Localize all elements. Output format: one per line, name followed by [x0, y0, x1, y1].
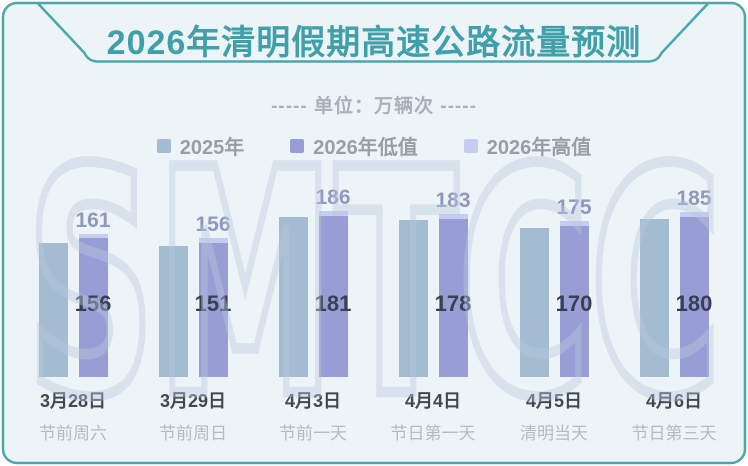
bar-group: 161 156 3月28日节前周六 — [13, 180, 133, 444]
legend-label: 2025年 — [179, 137, 245, 159]
bar-2026-high-cap — [318, 211, 348, 216]
low-value-label: 178 — [434, 291, 472, 316]
day-note-label: 节日第三天 — [631, 424, 717, 443]
day-note-label: 节前周六 — [39, 424, 107, 443]
bar-group: 185 180 4月6日节日第三天 — [614, 180, 734, 444]
legend-swatch-2025 — [156, 138, 171, 153]
high-value-label: 186 — [315, 186, 351, 210]
day-note-label: 节日第一天 — [390, 424, 476, 443]
bar-pair: 183 178 — [398, 180, 471, 377]
date-label: 4月5日 — [525, 391, 583, 411]
bar-group: 186 181 4月3日节前一天 — [253, 180, 373, 444]
day-note-label: 节前一天 — [279, 424, 347, 443]
day-note-label: 节前周日 — [159, 424, 227, 443]
bar-2026: 161 156 — [75, 210, 111, 377]
bar-2026: 186 181 — [315, 187, 351, 377]
legend-item-2025: 2025年 — [156, 131, 245, 160]
bar-2026-low — [679, 216, 709, 377]
bar-pair: 185 180 — [639, 180, 712, 377]
date-label: 3月29日 — [159, 391, 227, 411]
bar-2026-low — [78, 238, 108, 377]
bar-pair: 175 170 — [519, 180, 592, 377]
high-value-label: 183 — [435, 189, 471, 213]
low-value-label: 180 — [675, 291, 713, 316]
chart-legend: 2025年 2026年低值 2026年高值 — [0, 131, 748, 160]
bar-2026-high-cap — [679, 212, 709, 217]
low-value-label: 156 — [74, 291, 112, 316]
legend-swatch-2026-low — [290, 138, 305, 153]
high-value-label: 161 — [75, 208, 111, 232]
bar-2025 — [278, 216, 308, 377]
bar-2026-low — [318, 215, 348, 377]
bar-group: 175 170 4月5日清明当天 — [494, 180, 614, 444]
date-label: 4月3日 — [284, 391, 342, 411]
page-title: 2026年清明假期高速公路流量预测 — [106, 24, 642, 62]
low-value-label: 151 — [194, 291, 232, 316]
high-value-label: 185 — [676, 187, 712, 211]
bar-2026-high-cap — [438, 214, 468, 219]
bar-2026-high-cap — [78, 233, 108, 239]
bar-2026-low — [559, 225, 589, 377]
bar-2025 — [398, 219, 428, 377]
bar-pair: 156 151 — [158, 180, 231, 377]
date-label: 3月28日 — [39, 391, 107, 411]
bar-2026: 156 151 — [195, 214, 231, 377]
bar-2026-high-cap — [559, 221, 589, 226]
date-label: 4月4日 — [404, 391, 462, 411]
bar-2026: 175 170 — [556, 197, 592, 377]
bar-2026-low — [198, 242, 228, 377]
bar-2025 — [38, 242, 68, 377]
bar-2026-high-cap — [198, 238, 228, 243]
legend-item-2026-high: 2026年高值 — [463, 131, 592, 160]
bar-2025 — [158, 246, 188, 377]
legend-label: 2026年低值 — [313, 137, 418, 159]
high-value-label: 156 — [195, 213, 231, 237]
bar-2025 — [639, 218, 669, 377]
bar-2026: 185 180 — [676, 188, 712, 377]
date-label: 4月6日 — [645, 391, 703, 411]
bar-pair: 186 181 — [278, 180, 351, 377]
high-value-label: 175 — [556, 196, 592, 220]
bar-group: 156 151 3月29日节前周日 — [133, 180, 253, 444]
legend-label: 2026年高值 — [486, 137, 592, 159]
bar-2026: 183 178 — [435, 190, 471, 377]
legend-item-2026-low: 2026年低值 — [290, 131, 418, 160]
low-value-label: 170 — [555, 291, 593, 316]
unit-note: ----- 单位：万辆次 ----- — [271, 96, 477, 117]
bar-group: 183 178 4月4日节日第一天 — [373, 180, 493, 444]
low-value-label: 181 — [314, 291, 352, 316]
day-note-label: 清明当天 — [520, 424, 588, 443]
legend-swatch-2026-high — [463, 138, 478, 153]
bar-2025 — [519, 227, 549, 377]
bar-pair: 161 156 — [38, 180, 111, 377]
bar-2026-low — [438, 218, 468, 377]
